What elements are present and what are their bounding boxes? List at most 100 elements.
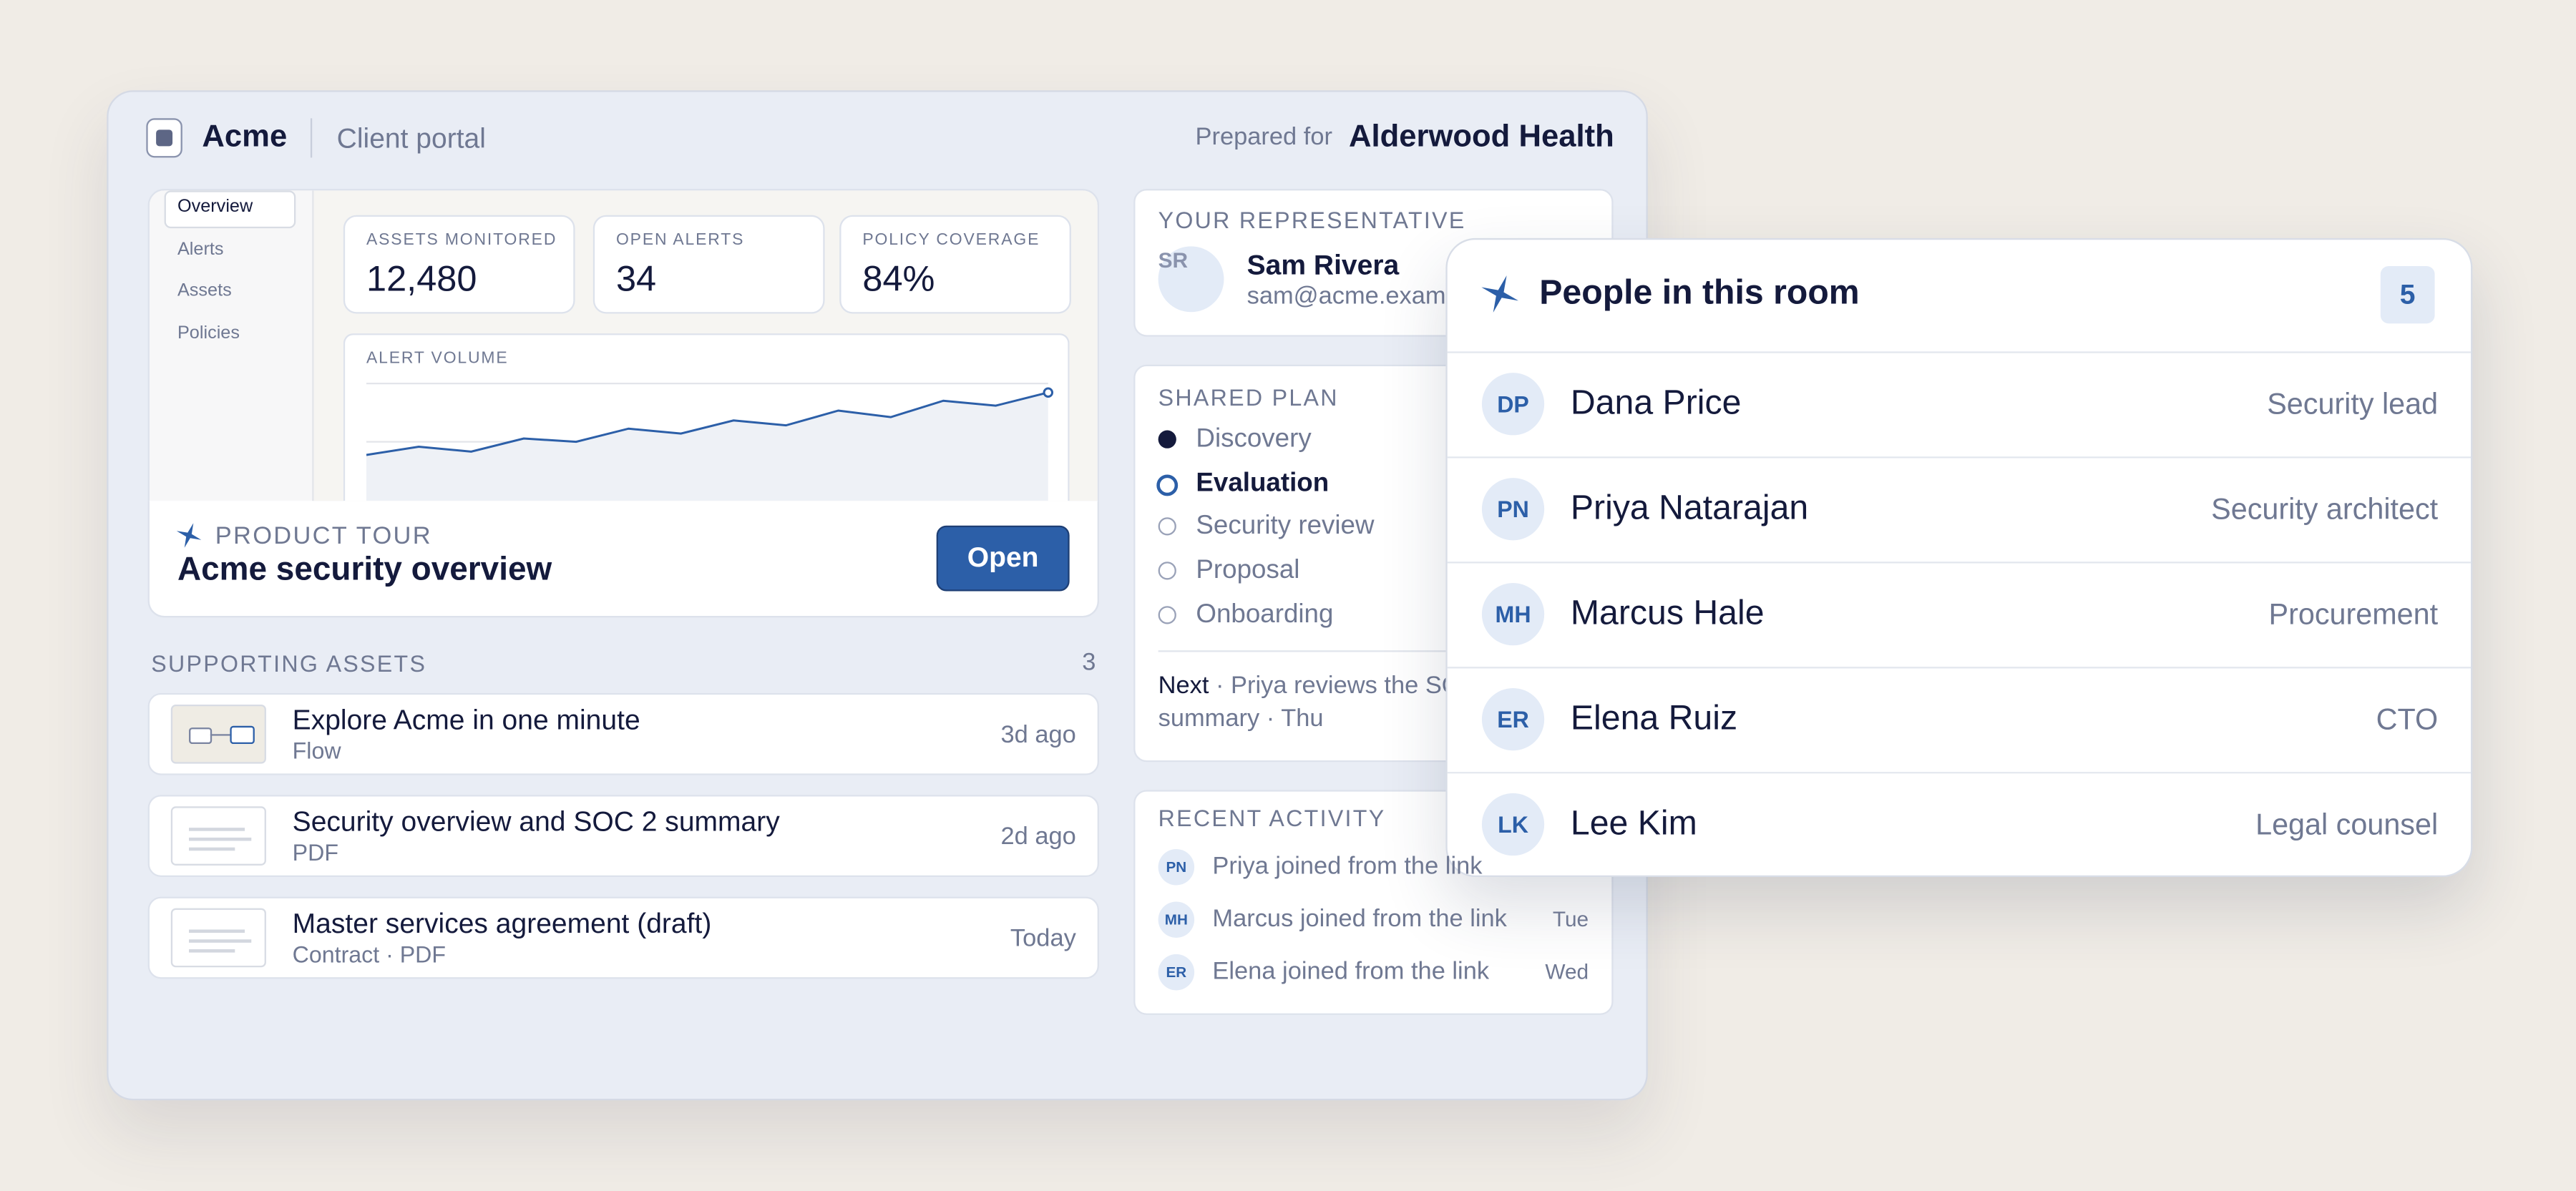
divider (310, 118, 313, 158)
activity-text: Priya joined from the link (1212, 852, 1483, 881)
line (366, 391, 1049, 456)
person-role: Legal counsel (2255, 808, 2439, 841)
stat-value: 84% (862, 258, 935, 299)
asset-title: Explore Acme in one minute (292, 704, 640, 736)
person-avatar: MH (1481, 583, 1545, 646)
person-role: Security architect (2211, 492, 2439, 526)
asset-title: Security overview and SOC 2 summary (292, 806, 780, 838)
stat-label: ASSETS MONITORED (366, 231, 557, 250)
person-avatar: PN (1481, 478, 1545, 541)
nav-item[interactable]: Assets (177, 280, 232, 301)
asset-row[interactable] (147, 896, 1099, 979)
person-role: Security lead (2267, 387, 2439, 421)
rep-title: YOUR REPRESENTATIVE (1158, 207, 1466, 234)
section-name: Client portal (336, 123, 486, 155)
plan-title: SHARED PLAN (1158, 384, 1339, 411)
prepared-label: Prepared for (1195, 123, 1332, 152)
stat-value: 12,480 (366, 258, 477, 299)
preview-sidebar (149, 190, 314, 503)
assets-count: 3 (1082, 648, 1096, 677)
step-dot (1158, 517, 1176, 536)
asset-row[interactable] (147, 692, 1099, 775)
activity-avatar: PN (1158, 848, 1195, 886)
logo-icon (146, 118, 182, 158)
activity-text: Elena joined from the link (1212, 957, 1490, 986)
people-title: People in this room (1539, 274, 1860, 313)
person-name: Elena Ruiz (1570, 700, 1738, 737)
person-avatar: LK (1481, 793, 1545, 856)
step-dot (1158, 606, 1176, 624)
step-label: Discovery (1196, 425, 1312, 454)
sparkline (366, 382, 1054, 501)
assets-title: SUPPORTING ASSETS (151, 650, 427, 677)
nav-item[interactable]: Policies (177, 323, 240, 343)
person-role: Procurement (2268, 597, 2439, 631)
step-label: Proposal (1196, 557, 1300, 585)
activity-time: Wed (1545, 959, 1589, 984)
person-row[interactable] (1447, 772, 2472, 877)
person-row[interactable] (1447, 456, 2472, 562)
step-dot (1158, 562, 1176, 580)
person-name: Dana Price (1570, 384, 1742, 423)
activity-avatar: ER (1158, 954, 1195, 991)
stat-label: POLICY COVERAGE (862, 231, 1040, 250)
plan-next: Next · Priya reviews the SOC 2 summary ·… (1158, 670, 1569, 736)
asset-type: PDF (292, 839, 338, 866)
asset-type: Flow (292, 737, 341, 764)
asset-time: 3d ago (1000, 720, 1076, 749)
asset-thumb (170, 704, 266, 764)
tour-icon (176, 523, 202, 548)
next-label: Next (1158, 672, 1209, 700)
step-label: Onboarding (1196, 601, 1334, 629)
person-row[interactable] (1447, 351, 2472, 456)
stat-card (343, 215, 575, 314)
brand: Acme (202, 119, 288, 155)
open-button[interactable]: Open (936, 525, 1070, 592)
tour-eyebrow: PRODUCT TOUR (215, 522, 432, 551)
person-name: Priya Natarajan (1570, 489, 1809, 527)
step-dot (1156, 474, 1179, 496)
rep-initials: SR (1158, 247, 1189, 273)
chart-title: ALERT VOLUME (366, 350, 509, 368)
activity-avatar: MH (1158, 901, 1195, 938)
end-point (1043, 387, 1054, 398)
person-avatar: ER (1481, 687, 1545, 751)
client-name: Alderwood Health (1348, 119, 1614, 155)
person-avatar: DP (1481, 373, 1545, 436)
step-dot (1158, 430, 1176, 449)
nav-item[interactable]: Alerts (177, 239, 224, 259)
person-name: Marcus Hale (1570, 594, 1765, 632)
person-row[interactable] (1447, 667, 2472, 772)
nav-item[interactable]: Overview (177, 197, 253, 217)
next-text: · Priya reviews the SOC 2 summary · Thu (1158, 672, 1500, 732)
asset-time: Today (1010, 924, 1076, 953)
stat-card (592, 215, 825, 314)
step-label: Security review (1196, 512, 1375, 541)
asset-title: Master services agreement (draft) (292, 908, 712, 940)
step-label: Evaluation (1196, 469, 1330, 498)
stat-label: OPEN ALERTS (615, 231, 745, 250)
activity-text: Marcus joined from the link (1212, 905, 1507, 933)
stat-value: 34 (615, 258, 657, 299)
person-role: CTO (2376, 702, 2439, 736)
asset-type: Contract · PDF (292, 941, 447, 968)
plan-divider (1158, 650, 1589, 652)
asset-row[interactable] (147, 795, 1099, 878)
activity-time: Tue (1552, 906, 1589, 931)
people-panel (1445, 237, 2473, 878)
asset-thumb (170, 806, 266, 866)
stat-card (839, 215, 1071, 314)
tour-title: Acme security overview (177, 552, 552, 588)
person-row[interactable] (1447, 562, 2472, 667)
rep-email: sam@acme.example (1246, 282, 1479, 310)
person-name: Lee Kim (1570, 805, 1697, 843)
rep-avatar (1158, 246, 1224, 313)
asset-thumb (170, 908, 266, 968)
people-icon (1481, 275, 1519, 313)
asset-time: 2d ago (1000, 823, 1076, 851)
nav-selected (164, 190, 296, 229)
activity-title: RECENT ACTIVITY (1158, 805, 1386, 831)
people-count: 5 (2380, 265, 2435, 324)
